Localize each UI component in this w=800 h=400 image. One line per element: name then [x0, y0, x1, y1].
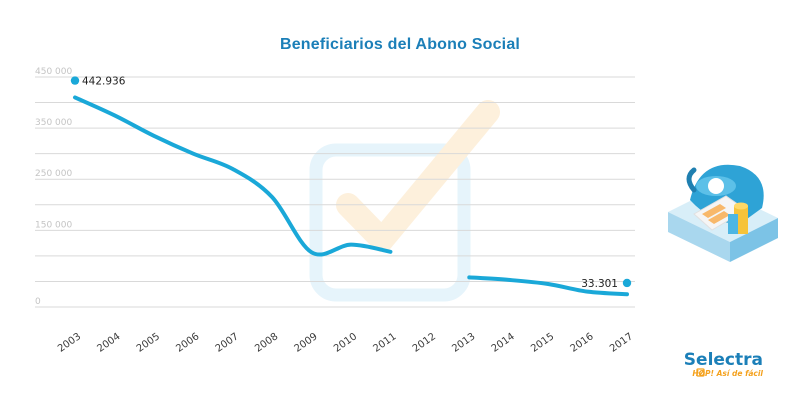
checkmark-watermark-icon [309, 100, 500, 302]
x-tick-label: 2017 [608, 331, 635, 355]
selectra-logo: Selectra HOP! Así de fácil [684, 350, 764, 378]
x-tick-label: 2012 [411, 331, 438, 355]
series-line-segment [467, 275, 629, 297]
x-tick-label: 2014 [490, 331, 517, 355]
y-tick-label: 450 000 [35, 67, 72, 77]
data-label: 33.301 [581, 278, 618, 290]
x-tick-label: 2016 [569, 331, 596, 355]
y-tick-label: 0 [35, 297, 41, 307]
x-tick-label: 2015 [529, 331, 556, 355]
y-tick-label: 150 000 [35, 220, 72, 230]
x-tick-label: 2009 [293, 331, 320, 355]
data-label: 442.936 [82, 76, 126, 88]
x-tick-label: 2008 [253, 331, 280, 355]
series-line-segment [73, 95, 393, 257]
x-tick-label: 2003 [56, 331, 83, 355]
y-axis: 0 150 000 250 000 350 000 450 000 [35, 67, 72, 307]
x-tick-label: 2004 [95, 331, 122, 355]
y-tick-label: 250 000 [35, 169, 72, 179]
series-line [73, 95, 629, 297]
annotations: 442.936 33.301 [70, 76, 632, 290]
x-tick-label: 2007 [214, 331, 241, 355]
x-tick-label: 2013 [450, 331, 477, 355]
x-tick-label: 2010 [332, 331, 359, 355]
brand-name: Selectra [684, 350, 763, 370]
gridlines [35, 76, 635, 308]
x-tick-label: 2006 [174, 331, 201, 355]
annotation-marker [70, 76, 80, 85]
brand-tagline: HOP! Así de fácil [692, 369, 763, 378]
x-tick-label: 2005 [135, 331, 162, 355]
x-axis: 2003 2004 2005 2006 2007 2008 2009 2010 2011 2012… [56, 331, 635, 355]
brand-check-icon [696, 368, 705, 377]
phone-bill-illustration-icon [668, 164, 778, 262]
brand-checkmark-icon [698, 370, 704, 376]
x-tick-label: 2011 [371, 331, 398, 355]
chart-title: Beneficiarios del Abono Social [280, 36, 520, 53]
annotation-marker [622, 278, 632, 288]
y-tick-label: 350 000 [35, 118, 72, 128]
